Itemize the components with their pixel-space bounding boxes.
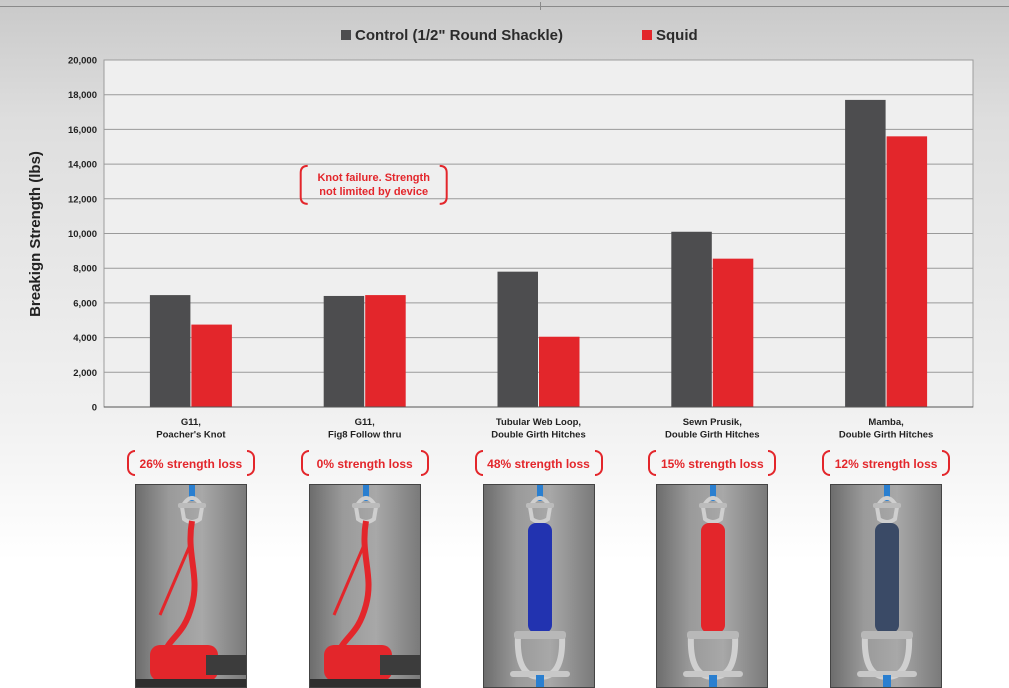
bar-control-2	[323, 295, 365, 407]
y-axis-ticks: 0 2,000 4,000 6,000 8,000 10,000 12,000 14,000 1…	[68, 56, 97, 414]
annotation-bracket-right	[439, 164, 448, 205]
badge-bracket-right	[942, 450, 951, 476]
y-tick-label: 0	[92, 403, 97, 414]
x-category-label: G11,	[355, 417, 375, 428]
annotation-text: Knot failure. Strength	[317, 172, 430, 184]
mamba-photo	[830, 484, 943, 688]
photo-illustration	[509, 485, 570, 687]
legend-label-2: Squid	[656, 27, 698, 44]
y-tick-label: 20,000	[68, 56, 97, 67]
strength-loss-text: 26% strength loss	[139, 457, 243, 471]
bar-control-4	[671, 231, 712, 407]
strength-loss-badge: 26% strength loss	[126, 450, 255, 478]
bar-control-3	[497, 271, 538, 407]
x-axis-categories: G11, Poacher's Knot G11, Fig8 Follow thru Tu…	[156, 417, 933, 441]
badge-bracket-right	[768, 450, 777, 476]
x-category-label: Poacher's Knot	[156, 430, 226, 441]
bar-squid-4	[712, 258, 754, 407]
photo-illustration	[309, 485, 420, 687]
x-category-label: Double Girth Hitches	[491, 430, 585, 441]
tubular-web-loop-photo	[482, 484, 595, 688]
photo-illustration	[135, 485, 246, 687]
chart-legend: Control (1/2" Round Shackle) Squid	[341, 27, 698, 44]
x-category-label: Fig8 Follow thru	[328, 430, 402, 441]
strength-loss-badge: 12% strength loss	[822, 450, 951, 478]
g11-poachers-knot-photo	[134, 484, 247, 688]
legend-label-1: Control (1/2" Round Shackle)	[355, 27, 563, 44]
badge-bracket-left	[300, 450, 309, 476]
legend-swatch-2	[642, 30, 652, 40]
x-category-label: Sewn Prusik,	[683, 417, 742, 428]
x-category-label: Tubular Web Loop,	[496, 417, 581, 428]
badge-bracket-left	[126, 450, 135, 476]
badge-bracket-left	[474, 450, 483, 476]
strength-loss-badge: 48% strength loss	[474, 450, 603, 478]
legend-swatch-1	[341, 30, 351, 40]
top-rule-tick	[540, 2, 541, 10]
y-tick-label: 10,000	[68, 229, 97, 240]
bars	[104, 99, 973, 408]
x-category-label: G11,	[181, 417, 201, 428]
x-category-label: Double Girth Hitches	[839, 430, 933, 441]
x-category-label: Mamba,	[868, 417, 903, 428]
bar-squid-5	[886, 136, 928, 407]
y-tick-label: 14,000	[68, 160, 97, 171]
photo-illustration	[683, 485, 744, 687]
bar-chart: Control (1/2" Round Shackle) Squid 0 2,000…	[27, 27, 974, 441]
chart-annotations: Knot failure. Strength not limited by dev…	[299, 164, 448, 205]
strength-loss-text: 0% strength loss	[316, 457, 413, 471]
gridlines	[104, 94, 973, 373]
sewn-prusik-photo	[656, 484, 769, 688]
bar-squid-1	[191, 324, 232, 407]
y-tick-label: 4,000	[73, 333, 97, 344]
bar-control-1	[149, 295, 191, 407]
g11-fig8-photo	[308, 484, 421, 688]
photo-illustration	[857, 485, 918, 687]
badge-bracket-left	[648, 450, 657, 476]
badge-bracket-right	[420, 450, 429, 476]
y-axis-label: Breakign Strength (lbs)	[27, 151, 44, 317]
y-tick-label: 2,000	[73, 368, 97, 379]
bar-squid-3	[539, 336, 580, 407]
strength-loss-text: 12% strength loss	[834, 457, 938, 471]
strength-loss-text: 48% strength loss	[487, 457, 590, 471]
top-rule	[0, 6, 1009, 7]
y-tick-label: 16,000	[68, 125, 97, 136]
badge-bracket-left	[822, 450, 831, 476]
y-tick-label: 6,000	[73, 298, 97, 309]
annotation-bracket-left	[299, 164, 308, 205]
bar-control-5	[845, 99, 886, 407]
strength-loss-badge: 0% strength loss	[300, 450, 429, 478]
bar-squid-2	[365, 295, 406, 407]
y-tick-label: 12,000	[68, 194, 97, 205]
x-category-label: Double Girth Hitches	[665, 430, 759, 441]
annotation-text: not limited by device	[319, 186, 428, 198]
y-tick-label: 18,000	[68, 90, 97, 101]
strength-loss-text: 15% strength loss	[660, 457, 764, 471]
strength-loss-badge: 15% strength loss	[648, 450, 777, 478]
badge-bracket-right	[246, 450, 255, 476]
y-tick-label: 8,000	[73, 264, 97, 275]
badge-bracket-right	[594, 450, 603, 476]
